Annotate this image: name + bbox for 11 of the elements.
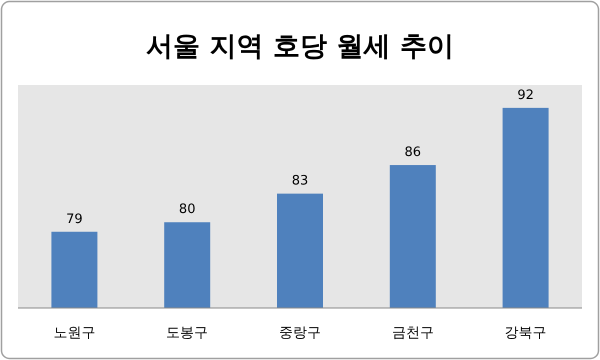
data-label: 92 — [517, 88, 534, 103]
x-tick-label: 노원구 — [53, 325, 96, 341]
chart-title: 서울 지역 호당 월세 추이 — [146, 31, 454, 62]
data-label: 80 — [178, 202, 196, 218]
data-label: 86 — [404, 145, 422, 160]
x-tick-label: 금천구 — [392, 325, 434, 341]
data-label: 79 — [66, 212, 83, 227]
x-tick-label: 도봉구 — [166, 325, 208, 341]
x-tick-label: 중랑구 — [279, 325, 321, 341]
x-tick-label: 강북구 — [504, 325, 547, 341]
data-label: 83 — [292, 174, 308, 189]
